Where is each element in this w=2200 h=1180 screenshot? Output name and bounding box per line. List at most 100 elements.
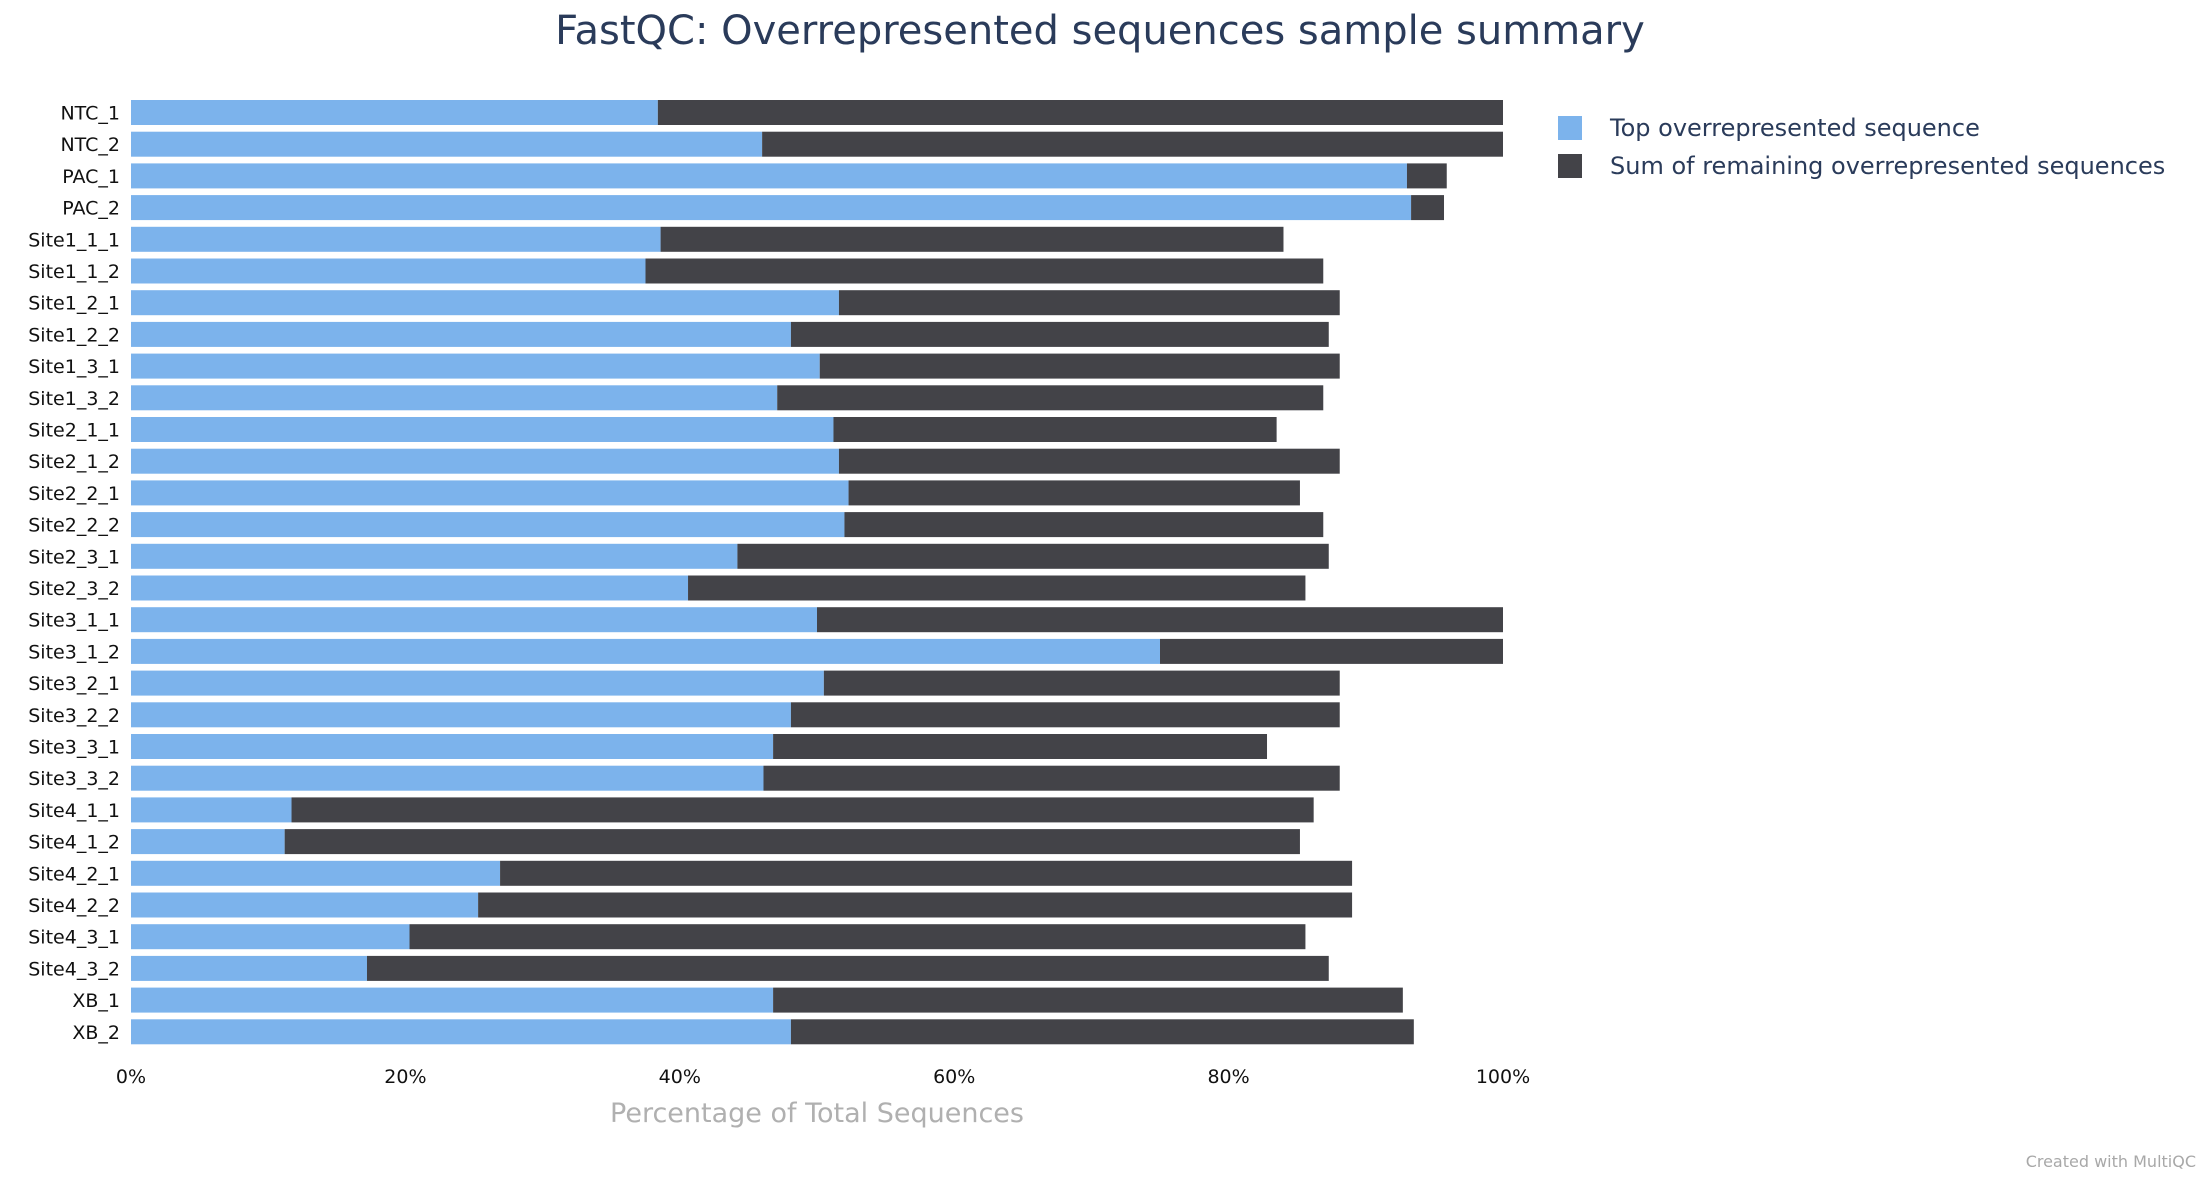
bar-top-sequence (131, 195, 1412, 221)
bar-remaining-sequences (478, 892, 1353, 918)
category-label: Site1_3_2 (28, 388, 120, 410)
bar-top-sequence (131, 829, 285, 855)
legend-swatch[interactable] (1558, 116, 1582, 140)
category-label: PAC_2 (62, 198, 120, 220)
bar-remaining-sequences (817, 607, 1503, 633)
bar-top-sequence (131, 797, 292, 823)
category-label: Site2_2_2 (28, 515, 120, 537)
category-label: XB_2 (72, 1022, 120, 1044)
bar-top-sequence (131, 734, 774, 759)
category-label: Site2_1_1 (28, 420, 120, 442)
category-label: Site1_1_1 (28, 229, 120, 251)
category-label: Site2_1_2 (28, 451, 120, 473)
x-tick-label: 0% (116, 1066, 146, 1088)
category-label: Site4_2_1 (28, 863, 120, 885)
bar-top-sequence (131, 290, 839, 316)
bar-top-sequence (131, 638, 1160, 664)
bar-top-sequence (131, 321, 791, 347)
bar-remaining-sequences (773, 987, 1403, 1013)
bar-remaining-sequences (660, 226, 1284, 252)
bar-remaining-sequences (1411, 195, 1445, 221)
category-label: Site4_1_1 (28, 800, 120, 822)
bar-remaining-sequences (838, 448, 1340, 474)
bar-top-sequence (131, 131, 763, 157)
bar-remaining-sequences (737, 543, 1329, 569)
bar-top-sequence (131, 480, 849, 506)
bar-remaining-sequences (284, 829, 1300, 855)
bar-remaining-sequences (773, 734, 1268, 759)
category-label: Site2_3_2 (28, 578, 120, 600)
bar-top-sequence (131, 226, 661, 252)
bar-top-sequence (131, 258, 646, 284)
category-label: Site4_3_2 (28, 958, 120, 980)
category-label: Site1_1_2 (28, 261, 120, 283)
bar-top-sequence (131, 987, 774, 1013)
category-label: Site3_2_1 (28, 673, 120, 695)
bar-remaining-sequences (657, 100, 1503, 125)
bar-remaining-sequences (645, 258, 1324, 284)
category-label: Site3_1_2 (28, 641, 120, 663)
chart-title: FastQC: Overrepresented sequences sample… (555, 8, 1645, 54)
bar-remaining-sequences (777, 385, 1324, 411)
bar-top-sequence (131, 892, 479, 918)
bar-top-sequence (131, 512, 845, 538)
x-tick-label: 100% (1476, 1066, 1530, 1088)
bar-top-sequence (131, 670, 824, 696)
x-tick-label: 40% (659, 1066, 701, 1088)
bar-remaining-sequences (790, 321, 1329, 347)
bar-top-sequence (131, 860, 501, 886)
bar-remaining-sequences (848, 480, 1300, 506)
bar-top-sequence (131, 955, 367, 981)
legend-label[interactable]: Sum of remaining overrepresented sequenc… (1610, 152, 2165, 180)
category-label: Site3_1_1 (28, 610, 120, 632)
category-label: Site3_2_2 (28, 705, 120, 727)
category-label: Site4_3_1 (28, 927, 120, 949)
bar-top-sequence (131, 924, 410, 950)
bar-remaining-sequences (500, 860, 1353, 886)
bar-remaining-sequences (1160, 638, 1503, 664)
x-tick-label: 80% (1207, 1066, 1249, 1088)
category-label: Site2_2_1 (28, 483, 120, 505)
bar-top-sequence (131, 385, 778, 411)
bar-top-sequence (131, 1019, 791, 1045)
bar-remaining-sequences (833, 417, 1277, 442)
bar-top-sequence (131, 702, 791, 728)
bar-top-sequence (131, 575, 689, 601)
bar-remaining-sequences (844, 512, 1324, 538)
bar-remaining-sequences (762, 131, 1503, 157)
x-axis-title: Percentage of Total Sequences (610, 1098, 1024, 1129)
category-label: Site3_3_2 (28, 768, 120, 790)
bar-remaining-sequences (790, 702, 1340, 728)
legend-label[interactable]: Top overrepresented sequence (1609, 114, 1980, 142)
category-label: Site1_2_2 (28, 324, 120, 346)
legend-swatch[interactable] (1558, 154, 1582, 178)
category-label: NTC_1 (60, 103, 120, 125)
category-label: Site1_3_1 (28, 356, 120, 378)
category-label: PAC_1 (62, 166, 120, 188)
bar-remaining-sequences (688, 575, 1306, 601)
category-label: Site4_1_2 (28, 832, 120, 854)
credit-text[interactable]: Created with MultiQC (2025, 1152, 2196, 1171)
bar-remaining-sequences (409, 924, 1306, 950)
bar-top-sequence (131, 765, 764, 791)
bar-remaining-sequences (763, 765, 1340, 791)
bar-remaining-sequences (838, 290, 1340, 316)
x-tick-label: 60% (933, 1066, 975, 1088)
category-label: Site3_3_1 (28, 737, 120, 759)
bar-remaining-sequences (291, 797, 1314, 823)
bar-top-sequence (131, 417, 834, 442)
bar-top-sequence (131, 607, 817, 633)
x-tick-label: 20% (384, 1066, 426, 1088)
category-label: NTC_2 (60, 134, 120, 156)
bar-remaining-sequences (819, 353, 1340, 379)
category-label: Site2_3_1 (28, 546, 120, 568)
category-label: Site4_2_2 (28, 895, 120, 917)
bar-remaining-sequences (1406, 163, 1447, 189)
category-label: XB_1 (72, 990, 120, 1012)
bar-top-sequence (131, 448, 839, 474)
bar-top-sequence (131, 543, 738, 569)
bar-top-sequence (131, 163, 1407, 189)
bar-remaining-sequences (823, 670, 1340, 696)
